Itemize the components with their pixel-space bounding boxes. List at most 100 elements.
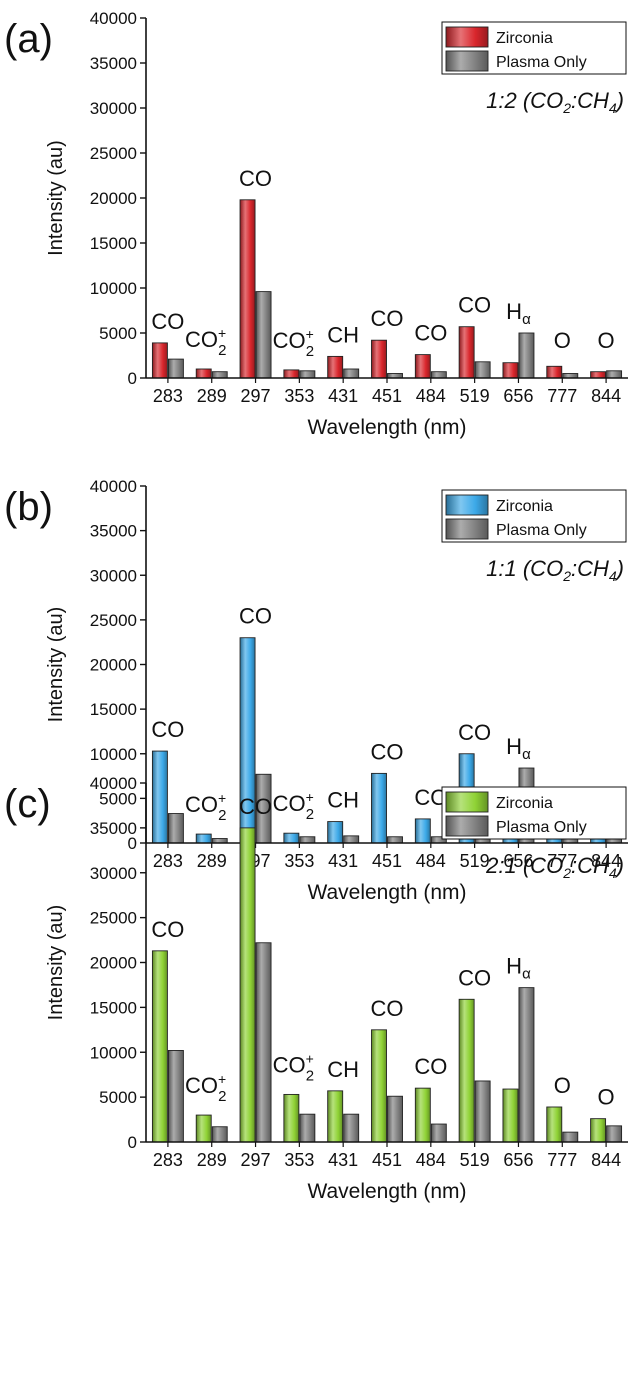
species-annotation: CO <box>239 166 272 191</box>
bar-plasma-only-656 <box>518 332 535 379</box>
y-tick-label: 10000 <box>90 279 137 298</box>
bar-plasma-only-353 <box>299 836 316 844</box>
x-tick-label: 777 <box>547 1150 577 1170</box>
x-tick-label: 777 <box>547 386 577 406</box>
legend-label: Plasma Only <box>496 522 587 539</box>
bar-plasma-only-431 <box>343 368 360 379</box>
y-tick-label: 20000 <box>90 656 137 675</box>
legend-swatch <box>445 494 489 516</box>
x-tick-label: 353 <box>284 386 314 406</box>
y-tick-label: 40000 <box>90 774 137 793</box>
x-tick-label: 777 <box>547 851 577 871</box>
legend-swatch <box>445 26 489 48</box>
legend-label: Zirconia <box>496 498 553 515</box>
species-annotation: CH <box>327 1057 359 1082</box>
x-tick-label: 519 <box>460 386 490 406</box>
bar-zirconia-844 <box>590 371 607 379</box>
species-annotation: CO <box>151 309 184 334</box>
bar-zirconia-353 <box>283 832 300 844</box>
y-tick-label: 40000 <box>90 477 137 496</box>
bar-zirconia-431 <box>327 821 344 844</box>
x-tick-label: 431 <box>328 851 358 871</box>
bar-plasma-only-431 <box>343 1113 360 1143</box>
bar-zirconia-656 <box>502 1088 519 1143</box>
legend-swatch <box>445 791 489 813</box>
bar-zirconia-777 <box>546 1106 563 1143</box>
x-axis-label: Wavelength (nm) <box>307 416 466 439</box>
bar-zirconia-431 <box>327 1090 344 1143</box>
legend-swatch <box>445 50 489 72</box>
x-tick-label: 297 <box>241 386 271 406</box>
bar-plasma-only-297 <box>255 291 272 379</box>
species-annotation: CH <box>327 322 359 347</box>
species-annotation: CO+ 2 <box>185 325 227 359</box>
bar-zirconia-484 <box>414 1087 431 1143</box>
y-tick-label: 0 <box>128 834 137 853</box>
bar-plasma-only-283 <box>167 358 184 379</box>
bar-zirconia-283 <box>151 342 168 379</box>
y-tick-label: 30000 <box>90 864 137 883</box>
y-tick-label: 20000 <box>90 954 137 973</box>
chart-panel-c: (c) 0 5000 10000 15000 20000 25000 30000 35000 40… <box>4 774 628 1203</box>
bar-zirconia-777 <box>546 365 563 379</box>
x-tick-label: 353 <box>284 1150 314 1170</box>
y-tick-label: 25000 <box>90 144 137 163</box>
x-tick-label: 297 <box>241 1150 271 1170</box>
species-annotation: CO+ 2 <box>185 790 227 824</box>
species-annotation: O <box>598 1085 615 1110</box>
bar-zirconia-353 <box>283 1093 300 1143</box>
species-annotation: CO <box>371 996 404 1021</box>
y-tick-label: 10000 <box>90 745 137 764</box>
species-annotation: Hα <box>506 734 531 763</box>
species-annotation: O <box>554 328 571 353</box>
legend-swatch <box>445 518 489 540</box>
x-axis-label: Wavelength (nm) <box>307 1180 466 1203</box>
bar-zirconia-289 <box>195 1114 212 1143</box>
y-tick-label: 25000 <box>90 611 137 630</box>
bar-plasma-only-844 <box>606 370 623 379</box>
bar-plasma-only-297 <box>255 942 272 1143</box>
panel-label: (b) <box>4 485 53 529</box>
y-tick-label: 30000 <box>90 99 137 118</box>
legend-label: Zirconia <box>496 795 553 812</box>
bar-plasma-only-289 <box>211 1126 228 1143</box>
x-tick-label: 451 <box>372 851 402 871</box>
y-tick-label: 35000 <box>90 522 137 541</box>
y-tick-label: 15000 <box>90 998 137 1017</box>
x-tick-label: 519 <box>460 851 490 871</box>
x-tick-label: 844 <box>591 851 621 871</box>
legend-label: Plasma Only <box>496 819 587 836</box>
x-tick-label: 656 <box>503 386 533 406</box>
bar-zirconia-844 <box>590 1118 607 1143</box>
chart-panel-b: (b) 0 5000 10000 15000 20000 25000 30000 35000 40… <box>4 477 628 904</box>
x-tick-label: 844 <box>591 1150 621 1170</box>
species-annotation: O <box>598 328 615 353</box>
x-tick-label: 289 <box>197 1150 227 1170</box>
species-annotation: CO+ 2 <box>273 1050 315 1084</box>
species-annotation: CO <box>371 739 404 764</box>
x-tick-label: 353 <box>284 851 314 871</box>
bar-zirconia-451 <box>371 772 387 844</box>
bar-plasma-only-353 <box>299 370 316 379</box>
species-annotation: CO <box>458 965 491 990</box>
bar-plasma-only-777 <box>562 1131 579 1143</box>
y-tick-label: 10000 <box>90 1043 137 1062</box>
species-annotation: CO <box>414 1054 447 1079</box>
bar-plasma-only-519 <box>474 1080 491 1143</box>
bar-zirconia-297 <box>239 199 256 379</box>
bar-plasma-only-656 <box>518 987 535 1143</box>
bar-zirconia-289 <box>195 833 212 844</box>
bar-plasma-only-519 <box>474 361 491 379</box>
species-annotation: CH <box>327 788 359 813</box>
bar-plasma-only-289 <box>211 371 228 379</box>
panel-label: (c) <box>4 782 51 826</box>
bar-zirconia-484 <box>414 818 431 844</box>
x-tick-label: 484 <box>416 386 446 406</box>
x-tick-label: 656 <box>503 851 533 871</box>
legend-swatch <box>445 815 489 837</box>
y-tick-label: 5000 <box>99 789 137 808</box>
x-tick-label: 431 <box>328 386 358 406</box>
bar-plasma-only-283 <box>167 813 184 844</box>
condition-label: 2:1 (CO2:CH4) <box>485 853 624 881</box>
condition-label: 1:1 (CO2:CH4) <box>486 556 624 584</box>
